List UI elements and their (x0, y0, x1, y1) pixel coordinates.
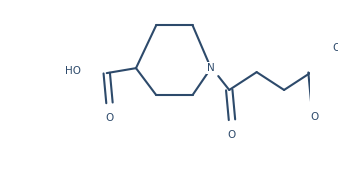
Text: O: O (310, 112, 318, 122)
Text: N: N (207, 63, 215, 73)
Text: O: O (333, 43, 338, 53)
Text: O: O (105, 113, 114, 123)
Text: O: O (228, 130, 236, 140)
Text: HO: HO (65, 66, 81, 76)
